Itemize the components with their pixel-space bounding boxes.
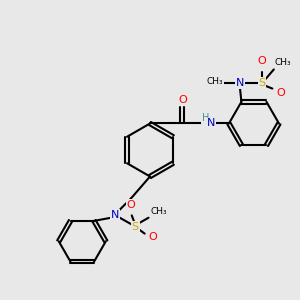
Text: O: O	[178, 95, 188, 105]
Text: N: N	[110, 210, 119, 220]
Text: O: O	[148, 232, 157, 242]
Text: H: H	[202, 113, 210, 123]
Text: S: S	[132, 222, 139, 232]
Text: O: O	[127, 200, 135, 210]
Text: O: O	[276, 88, 285, 98]
Text: S: S	[259, 78, 266, 88]
Text: CH₃: CH₃	[274, 58, 291, 67]
Text: N: N	[236, 78, 244, 88]
Text: O: O	[258, 56, 266, 67]
Text: CH₃: CH₃	[207, 77, 223, 86]
Text: N: N	[207, 118, 215, 128]
Text: CH₃: CH₃	[151, 207, 167, 216]
